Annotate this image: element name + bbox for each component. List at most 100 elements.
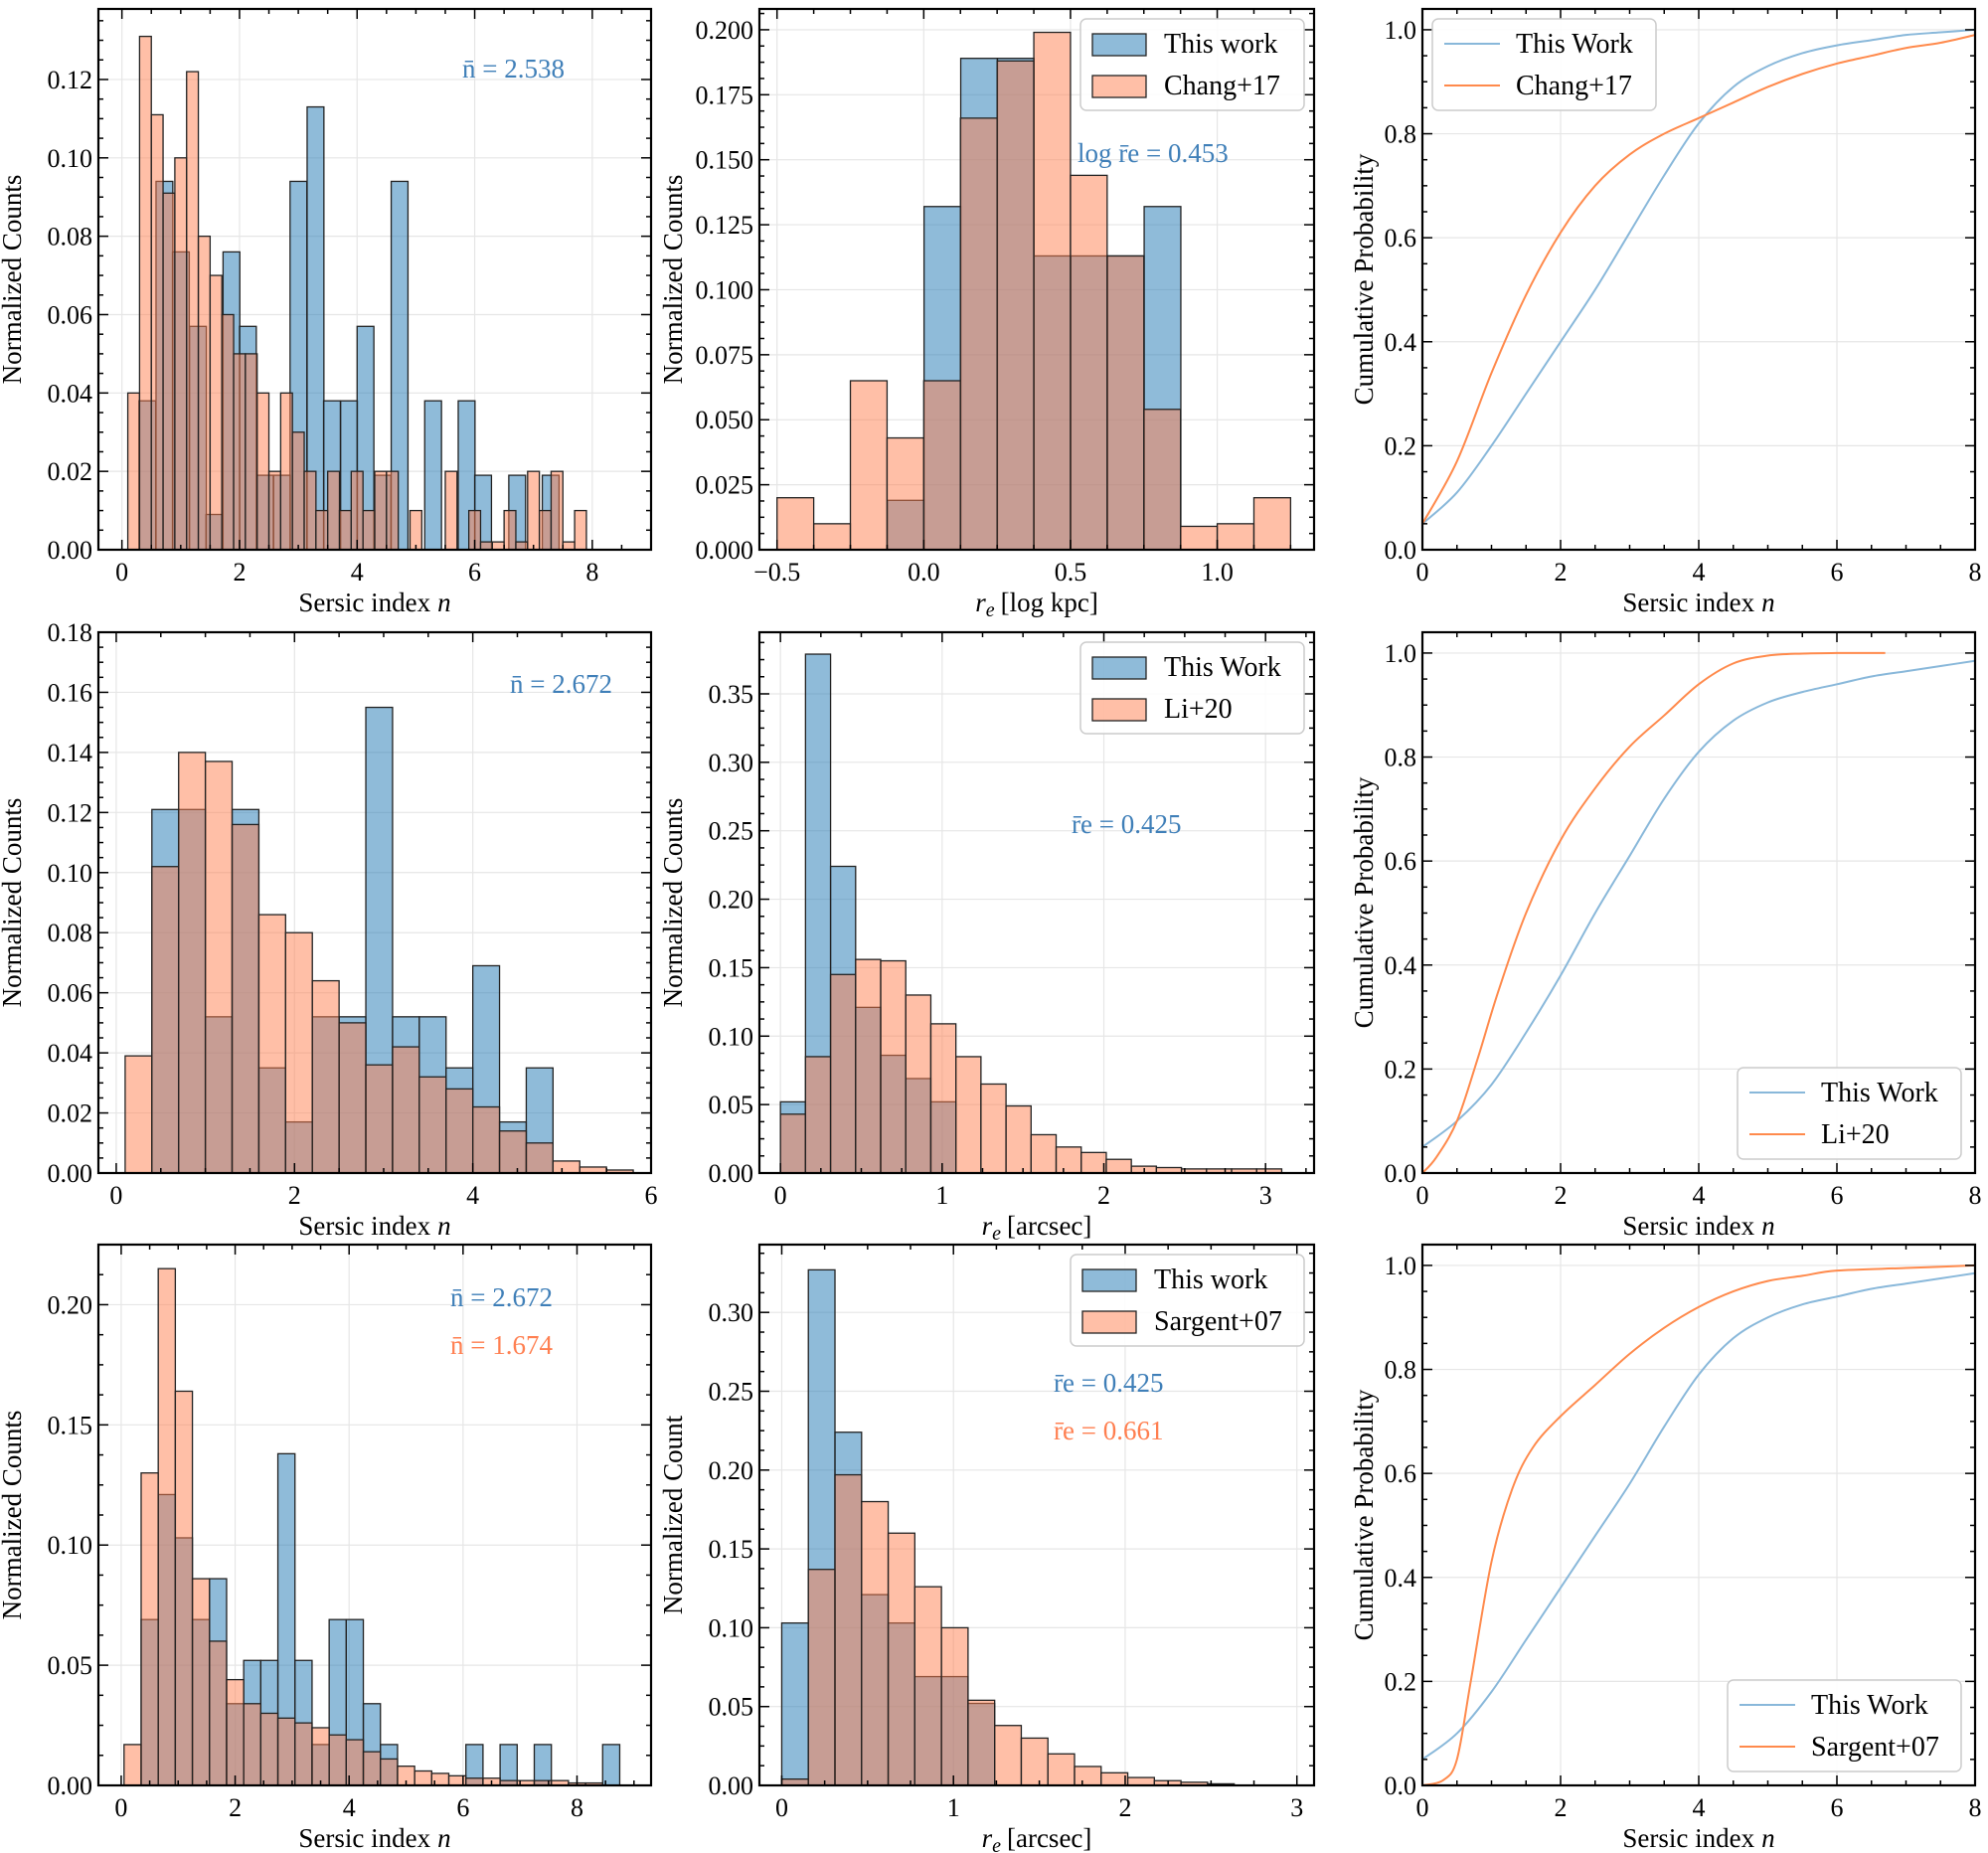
histogram-bar (967, 1699, 996, 1785)
x-axis-var: n (1761, 1823, 1775, 1853)
y-tick-label: 0.0 (1385, 1159, 1417, 1188)
chart-panel-r2c1: 0 2 4 6 0.00 0.02 0.04 0.06 0.08 0.10 0.12 0.14 0.16… (0, 618, 658, 1241)
y-tick-label: 0.30 (709, 749, 754, 777)
x-axis-label: re [log kpc] (975, 588, 1098, 621)
x-tick-label: 2 (288, 1181, 301, 1210)
legend-swatch (1091, 698, 1147, 722)
histogram-bar (306, 105, 325, 550)
histogram-bar (291, 431, 305, 550)
histogram-bar (311, 979, 340, 1173)
y-tick-label: 0.6 (1385, 1459, 1417, 1488)
histogram-bar (138, 35, 152, 550)
histogram-bar (887, 1532, 915, 1785)
x-axis-label: Sersic index n (1622, 588, 1774, 617)
histogram-bar (849, 380, 889, 550)
axes-frame (757, 630, 1316, 1175)
legend: This work Chang+17 (1079, 18, 1305, 111)
histogram-bar (855, 958, 882, 1173)
y-tick-label: 0.4 (1385, 1564, 1417, 1593)
legend-box (1727, 1679, 1962, 1772)
histogram-bar (1033, 31, 1072, 550)
histogram-bar (257, 914, 286, 1173)
histogram-bar (445, 1088, 474, 1173)
x-tick-label: 2 (1555, 1793, 1568, 1822)
y-tick-label: 0.2 (1385, 1055, 1417, 1084)
legend-label: This Work (1811, 1690, 1928, 1721)
y-tick-label: 0.05 (709, 1091, 754, 1119)
histogram-bar (515, 541, 529, 550)
histogram-bar (162, 192, 176, 550)
histogram-bar (499, 1744, 518, 1785)
histogram-bar (392, 1046, 420, 1173)
cdf-line-comparison (1422, 34, 1975, 525)
y-tick-label: 0.12 (48, 798, 93, 827)
histogram-bar (465, 1744, 484, 1785)
cdf-line-this-work (1422, 28, 1975, 525)
histogram-bar (186, 71, 200, 550)
y-tick-label: 0.20 (709, 1456, 754, 1485)
y-tick-label: 0.00 (48, 536, 93, 565)
histogram-bar (584, 1781, 603, 1785)
histogram-bar (178, 752, 207, 1173)
mean-annotation: r̄e = 0.425 (1054, 1368, 1163, 1398)
x-tick-label: 0 (1416, 1793, 1429, 1822)
histogram-bar (327, 470, 341, 550)
x-axis-text: Sersic index (298, 1823, 430, 1853)
x-axis-sub: e (992, 1835, 1001, 1853)
mean-annotation: n̄ = 2.538 (462, 54, 565, 84)
y-axis-label: Cumulative Probability (1349, 1389, 1379, 1640)
histogram-bar (1020, 1737, 1049, 1785)
histogram-bar (467, 509, 482, 550)
x-axis-text: Sersic index (298, 1211, 430, 1241)
x-axis-sub: e (992, 1223, 1001, 1245)
histogram-bar (338, 1022, 367, 1173)
x-tick-label: 0.5 (1055, 558, 1087, 587)
histogram-bar (276, 1452, 296, 1785)
legend: This Work Chang+17 (1431, 18, 1657, 111)
x-tick-label: 3 (1290, 1793, 1303, 1822)
histogram-bar (204, 760, 234, 1173)
histogram-bar (940, 1626, 969, 1785)
cdf-line-this-work (1422, 659, 1975, 1148)
mean-annotation: log r̄e = 0.453 (1077, 138, 1229, 168)
histogram-bar (338, 509, 352, 550)
plot-area (123, 1267, 621, 1785)
y-tick-label: 0.10 (48, 1531, 93, 1560)
y-tick-label: 0.06 (48, 979, 93, 1008)
histogram-bar (1080, 1151, 1107, 1173)
histogram-bar (1055, 1146, 1082, 1173)
histogram-bar (779, 1113, 807, 1173)
y-tick-label: 0.025 (696, 471, 754, 500)
histogram-bar (256, 392, 270, 550)
legend-box (1737, 1067, 1962, 1160)
x-axis-sub: e (986, 599, 995, 621)
y-tick-label: 1.0 (1385, 1252, 1417, 1280)
histogram-bar (191, 1578, 211, 1785)
y-tick-label: 0.8 (1385, 1356, 1417, 1385)
x-tick-label: 0 (114, 1793, 127, 1822)
legend-label: Li+20 (1164, 694, 1233, 725)
histogram-bar (812, 523, 852, 550)
histogram-bar (233, 353, 247, 550)
y-tick-label: 0.16 (48, 678, 93, 707)
x-tick-label: 2 (1097, 1181, 1110, 1210)
histogram-bar (905, 994, 932, 1173)
x-tick-label: 0 (109, 1181, 122, 1210)
x-tick-label: 0.0 (908, 558, 940, 587)
histogram-bar (386, 470, 400, 550)
mean-annotation: r̄e = 0.425 (1072, 809, 1181, 839)
x-axis-var: r (982, 1823, 993, 1853)
x-tick-label: 0 (1416, 558, 1429, 587)
x-tick-label: 6 (456, 1793, 469, 1822)
y-tick-label: 0.20 (709, 886, 754, 915)
x-axis-unit: [log kpc] (1001, 588, 1098, 617)
y-tick-label: 0.100 (696, 275, 754, 304)
histogram-bar (243, 1703, 262, 1785)
y-tick-label: 0.15 (48, 1411, 93, 1439)
histogram-bar (959, 117, 998, 550)
cdf-line-comparison (1422, 651, 1886, 1173)
histogram-bar (126, 392, 141, 550)
bar-series-comparison (780, 1473, 1236, 1785)
axis-ticks (759, 632, 1314, 1174)
